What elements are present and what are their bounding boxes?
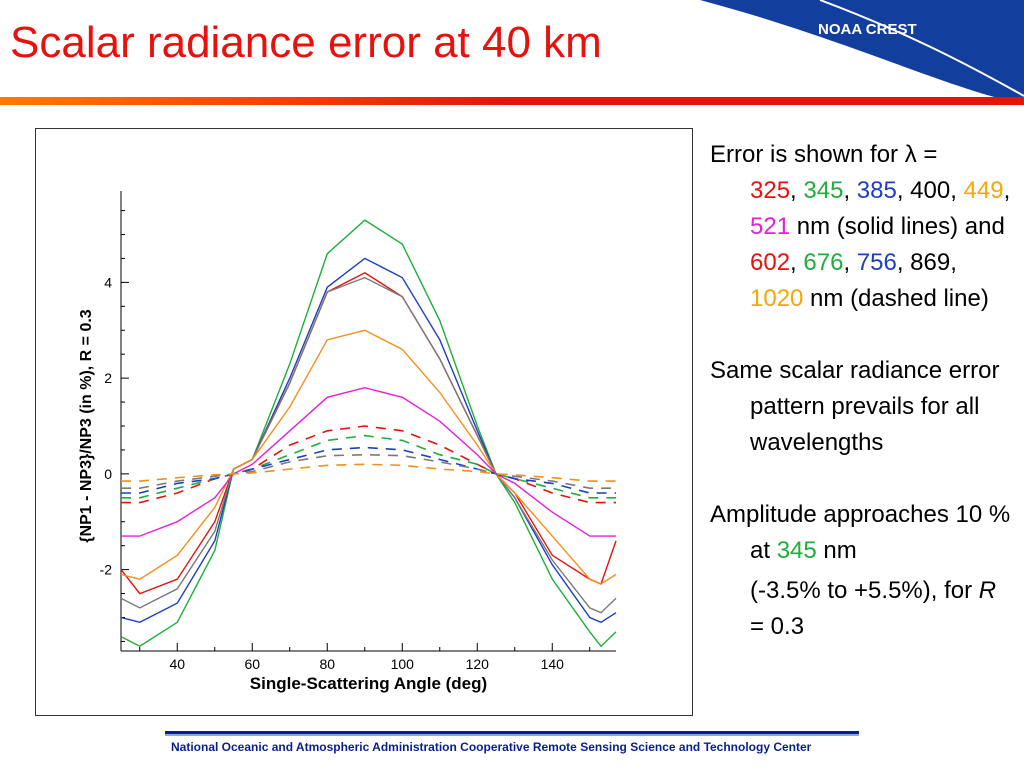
x-tick-label: 40 bbox=[169, 656, 185, 672]
footer-rule bbox=[165, 731, 859, 736]
dashed-series-line-7 bbox=[121, 434, 616, 499]
wavelength-449: 449 bbox=[963, 177, 1004, 204]
wavelength-756: 756 bbox=[856, 249, 897, 276]
x-tick-label: 140 bbox=[541, 656, 565, 672]
slide-title: Scalar radiance error at 40 km bbox=[10, 18, 602, 67]
bullet-amplitude: Amplitude approaches 10 % at 345 nm bbox=[710, 497, 1015, 569]
y-tick-label: 4 bbox=[104, 274, 112, 290]
solid-series-line-2 bbox=[120, 271, 617, 595]
solid-series-line-3 bbox=[120, 276, 617, 614]
logo-text: NOAA CREST bbox=[818, 21, 917, 38]
x-tick-label: 120 bbox=[466, 656, 490, 672]
text-run: nm bbox=[816, 537, 857, 564]
y-tick-label: -2 bbox=[100, 562, 113, 578]
solid-series-line-0 bbox=[120, 219, 617, 648]
solid-series-line-1 bbox=[120, 257, 617, 624]
x-tick-label: 60 bbox=[244, 656, 260, 672]
solid-series-line-5 bbox=[121, 386, 616, 537]
y-axis-label: {NP1 - NP3}/NP3 (in %), R = 0.3 bbox=[78, 309, 95, 543]
wavelength-325: 325 bbox=[750, 177, 791, 204]
x-axis-label: Single-Scattering Angle (deg) bbox=[250, 674, 487, 693]
text-run: , bbox=[843, 177, 857, 204]
text-run: (-3.5% to +5.5%), for bbox=[750, 577, 979, 604]
wavelength-345: 345 bbox=[803, 177, 844, 204]
wavelength-521: 521 bbox=[750, 213, 791, 240]
text-run: , 400, bbox=[896, 177, 964, 204]
bullet-wavelengths: Error is shown for λ = 325, 345, 385, 400… bbox=[710, 137, 1015, 317]
y-tick-label: 0 bbox=[104, 466, 112, 482]
text-run: Amplitude approaches 10 % at bbox=[710, 501, 1011, 564]
bullet-range: (-3.5% to +5.5%), for R = 0.3 bbox=[710, 573, 1015, 645]
dashed-series-line-10 bbox=[121, 463, 616, 482]
error-chart: 40 60 80 100 120 140 -2 0 2 4 Single-Scattering An… bbox=[78, 191, 617, 693]
title-divider bbox=[0, 97, 1024, 105]
text-run: Error is shown for λ = bbox=[710, 141, 938, 168]
text-run: , bbox=[1003, 177, 1011, 204]
dashed-series-line-6 bbox=[121, 425, 616, 504]
wavelength-602: 602 bbox=[750, 249, 791, 276]
wavelength-385: 385 bbox=[856, 177, 897, 204]
wavelength-345: 345 bbox=[776, 537, 817, 564]
r-symbol: R bbox=[978, 577, 997, 604]
text-run: , bbox=[790, 177, 804, 204]
bullet-pattern: Same scalar radiance error pattern preva… bbox=[710, 357, 1000, 456]
text-run: nm (dashed line) bbox=[803, 285, 989, 312]
text-run: , bbox=[790, 249, 804, 276]
logo-swoosh bbox=[700, 0, 1024, 104]
footer-text: National Oceanic and Atmospheric Adminis… bbox=[171, 740, 812, 754]
wavelength-676: 676 bbox=[803, 249, 844, 276]
text-run: nm (solid lines) and bbox=[790, 213, 1005, 240]
x-tick-label: 80 bbox=[319, 656, 335, 672]
chart-frame: 40 60 80 100 120 140 -2 0 2 4 Single-Scattering An… bbox=[35, 128, 693, 716]
text-run: = 0.3 bbox=[750, 613, 805, 640]
wavelength-1020: 1020 bbox=[750, 285, 804, 312]
noaa-crest-logo: NOAA CREST bbox=[700, 0, 1024, 104]
logo-swoosh-line bbox=[819, 0, 1024, 97]
solid-series-line-4 bbox=[120, 329, 617, 585]
x-tick-label: 100 bbox=[391, 656, 415, 672]
text-run: , bbox=[843, 249, 857, 276]
y-tick-label: 2 bbox=[104, 370, 112, 386]
side-text: Error is shown for λ = 325, 345, 385, 400… bbox=[710, 137, 1015, 645]
text-run: , 869, bbox=[896, 249, 957, 276]
